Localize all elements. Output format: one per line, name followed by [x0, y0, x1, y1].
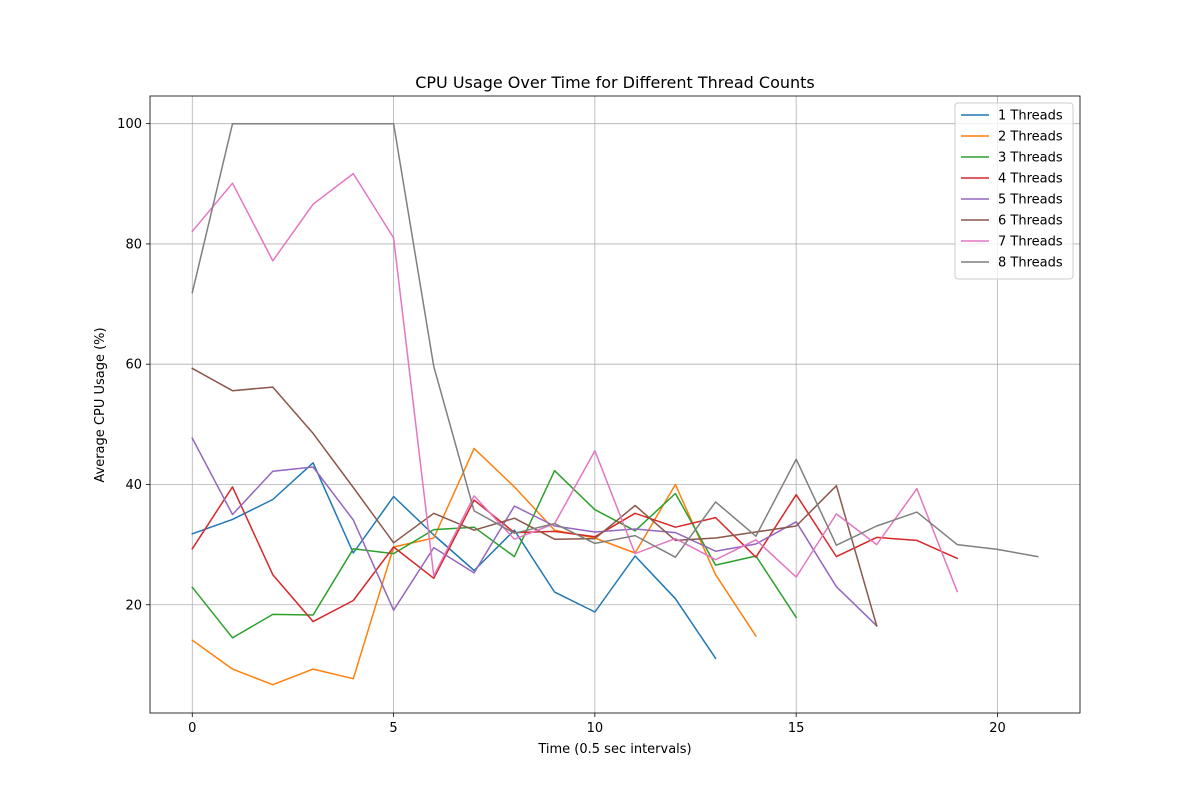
series-line-7 [191, 172, 959, 593]
axes-frame [149, 95, 1081, 714]
y-tick-label: 40 [125, 478, 142, 493]
legend-label: 7 Threads [998, 235, 1063, 250]
series-line-2 [191, 447, 757, 686]
x-tick-label: 10 [587, 721, 604, 736]
series-lines [191, 122, 1039, 686]
legend: 1 Threads 2 Threads 3 Threads 4 Threads 5 Th… [954, 102, 1074, 280]
legend-label: 3 Threads [998, 151, 1063, 166]
x-tick-label: 15 [788, 721, 805, 736]
series-line-8 [191, 122, 1039, 558]
y-tick-label: 100 [117, 117, 142, 132]
legend-label: 8 Threads [998, 256, 1063, 271]
series-line-5 [191, 437, 878, 627]
series-line-1 [191, 462, 717, 660]
y-axis-label: Average CPU Usage (%) [93, 327, 108, 482]
y-tick-label: 20 [125, 598, 142, 613]
legend-label: 1 Threads [998, 109, 1063, 124]
x-tick-label: 20 [989, 721, 1006, 736]
x-axis-label: Time (0.5 sec intervals) [537, 742, 691, 757]
x-tick-label: 5 [389, 721, 397, 736]
y-tick-label: 80 [125, 237, 142, 252]
legend-label: 6 Threads [998, 214, 1063, 229]
legend-label: 5 Threads [998, 193, 1063, 208]
legend-box [954, 102, 1074, 280]
grid-lines [150, 96, 1080, 713]
axis-ticks: 0 5 10 15 20 20 40 60 80 100 [117, 117, 1006, 736]
y-tick-label: 60 [125, 358, 142, 373]
legend-label: 4 Threads [998, 172, 1063, 187]
x-tick-label: 0 [188, 721, 196, 736]
legend-label: 2 Threads [998, 130, 1063, 145]
chart-title: CPU Usage Over Time for Different Thread… [415, 73, 815, 92]
